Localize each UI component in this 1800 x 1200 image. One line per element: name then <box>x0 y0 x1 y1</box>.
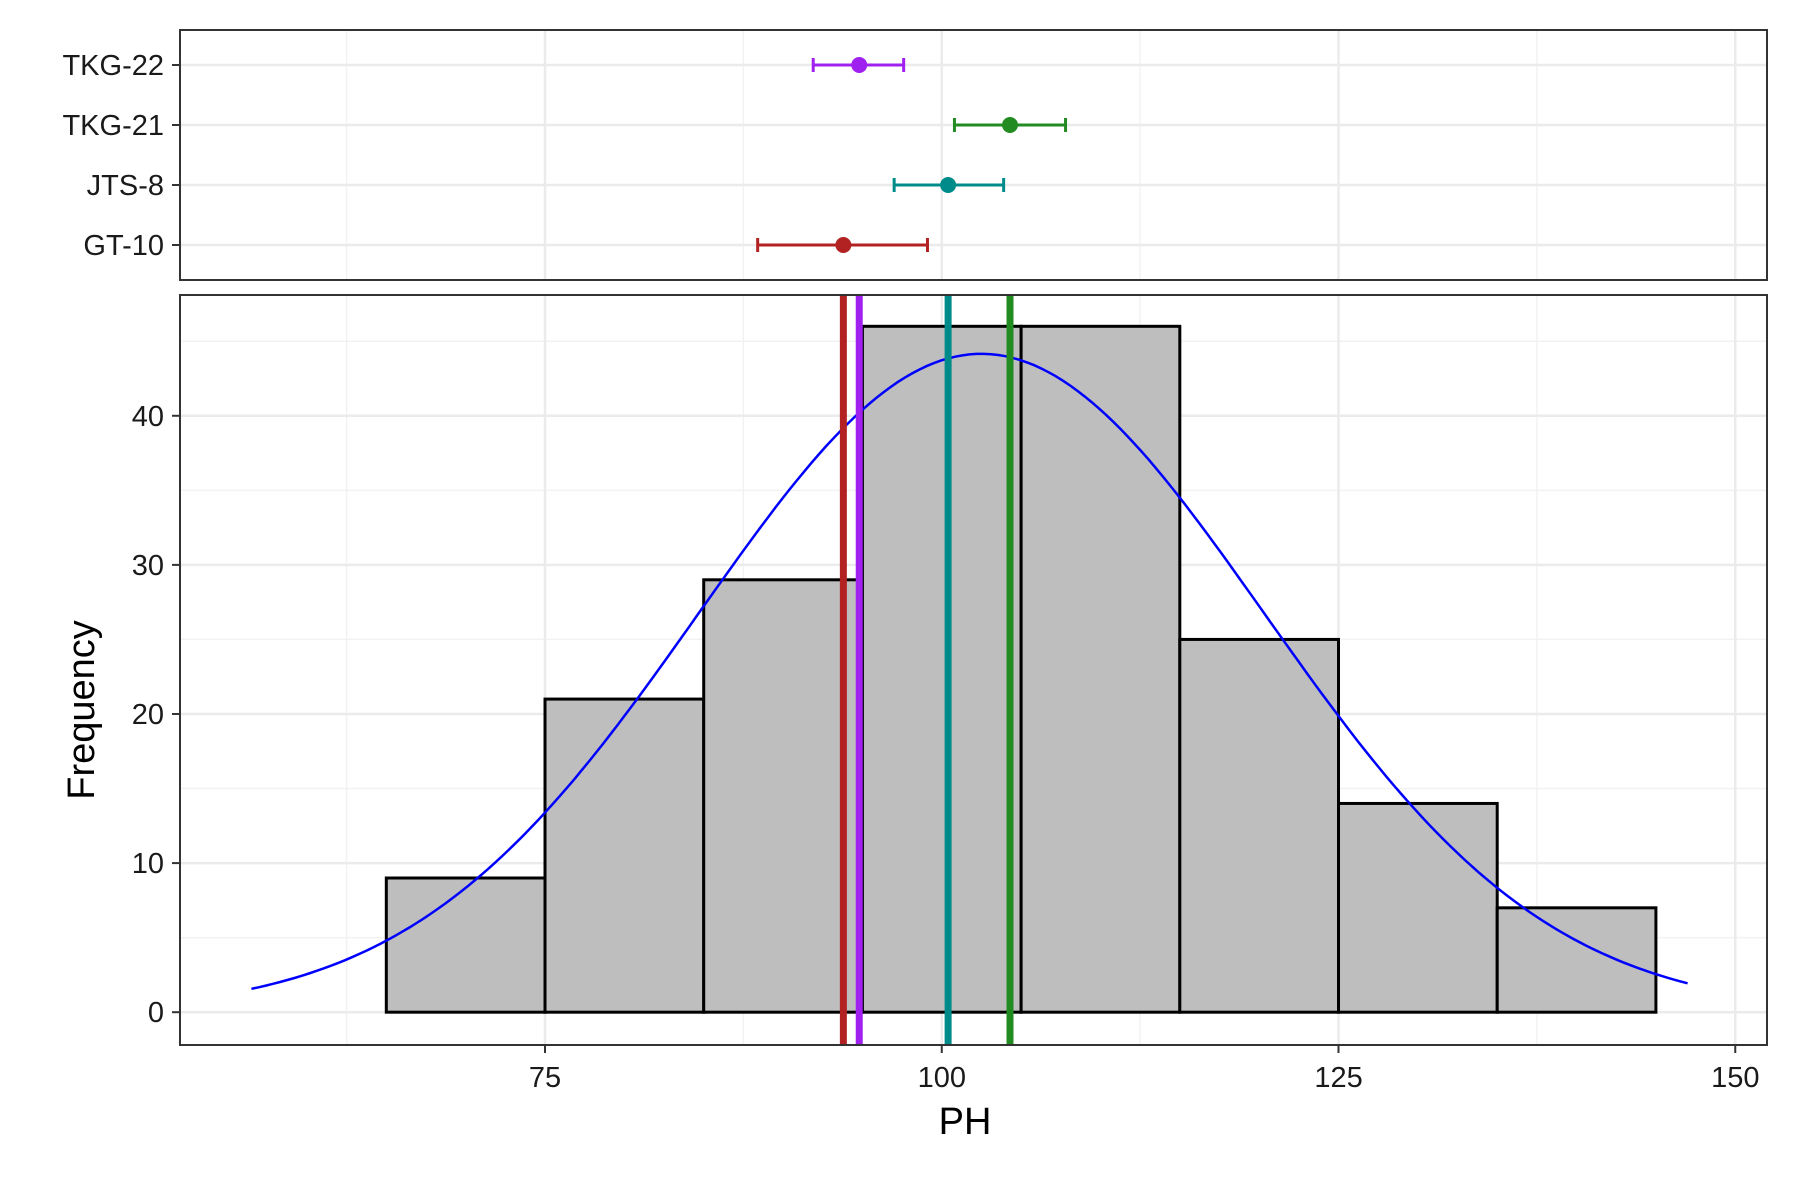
axes-titles: PH Frequency <box>61 620 991 1143</box>
y-tick-label: 20 <box>132 699 164 731</box>
histogram-bar <box>1178 637 1341 1014</box>
top-panel: GT-10 JTS-8 TKG-21 TKG-22 <box>62 29 1768 281</box>
errorbar-gt-10 <box>756 237 929 253</box>
top-y-tick-label: TKG-22 <box>62 50 164 82</box>
y-tick-label: 10 <box>132 848 164 880</box>
mean-point <box>851 57 868 73</box>
top-y-tick-label: JTS-8 <box>87 170 164 202</box>
errorbar-tkg-21 <box>952 117 1068 133</box>
y-tick-label: 0 <box>148 997 164 1029</box>
histogram-bar <box>1019 324 1182 1014</box>
density-curve <box>251 352 1688 991</box>
top-y-tick-label: TKG-21 <box>62 110 164 142</box>
mean-point <box>940 177 957 193</box>
bottom-panel: 0 10 20 30 40 75 100 125 150 <box>132 294 1768 1094</box>
top-y-tick-label: GT-10 <box>83 230 164 262</box>
histogram-bar <box>1495 906 1658 1014</box>
histogram-bar <box>860 324 1023 1014</box>
x-axis-title: PH <box>939 1101 992 1143</box>
bottom-panel-border <box>179 294 1768 1046</box>
mean-point <box>1002 117 1019 133</box>
x-tick-label: 150 <box>1711 1062 1759 1094</box>
x-tick-label: 125 <box>1314 1062 1362 1094</box>
x-tick-label: 75 <box>529 1062 561 1094</box>
errorbar-tkg-22 <box>811 57 906 73</box>
histogram-bar <box>543 697 706 1014</box>
mean-point <box>835 237 852 253</box>
y-axis-title: Frequency <box>61 620 103 800</box>
y-tick-label: 40 <box>132 401 164 433</box>
top-panel-background <box>180 30 1767 280</box>
histogram-bar <box>1337 801 1499 1014</box>
top-panel-border <box>179 29 1768 281</box>
histogram-bar <box>384 876 547 1014</box>
y-tick-label: 30 <box>132 550 164 582</box>
errorbar-jts-8 <box>892 177 1006 193</box>
histogram-bar <box>702 578 864 1014</box>
x-tick-label: 100 <box>918 1062 966 1094</box>
